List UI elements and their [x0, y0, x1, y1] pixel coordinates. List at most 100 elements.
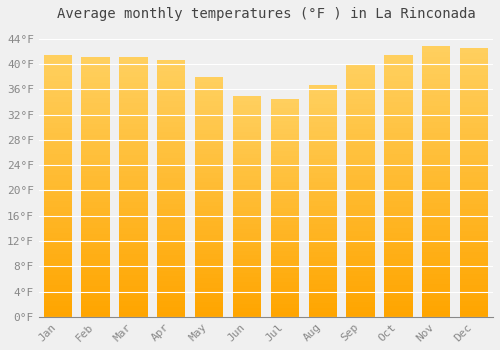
- Bar: [44, 233, 72, 238]
- Bar: [270, 290, 299, 295]
- Bar: [195, 293, 224, 298]
- Bar: [119, 233, 148, 239]
- Bar: [195, 125, 224, 130]
- Bar: [308, 233, 337, 238]
- Bar: [82, 208, 110, 213]
- Bar: [460, 53, 488, 58]
- Bar: [422, 100, 450, 106]
- Bar: [82, 312, 110, 317]
- Bar: [308, 155, 337, 159]
- Bar: [384, 191, 412, 196]
- Bar: [384, 149, 412, 154]
- Bar: [82, 270, 110, 275]
- Bar: [44, 91, 72, 97]
- Bar: [460, 128, 488, 134]
- Bar: [422, 236, 450, 241]
- Bar: [82, 67, 110, 72]
- Bar: [44, 285, 72, 290]
- Bar: [119, 301, 148, 306]
- Bar: [157, 81, 186, 86]
- Bar: [384, 238, 412, 243]
- Bar: [270, 160, 299, 164]
- Bar: [233, 176, 261, 180]
- Bar: [82, 135, 110, 140]
- Bar: [346, 109, 375, 114]
- Bar: [82, 280, 110, 286]
- Bar: [384, 243, 412, 248]
- Bar: [308, 136, 337, 141]
- Bar: [233, 224, 261, 229]
- Bar: [119, 171, 148, 176]
- Bar: [233, 229, 261, 233]
- Bar: [82, 254, 110, 260]
- Bar: [157, 173, 186, 178]
- Bar: [308, 127, 337, 131]
- Bar: [346, 89, 375, 94]
- Bar: [460, 102, 488, 107]
- Bar: [460, 220, 488, 225]
- Bar: [460, 231, 488, 236]
- Bar: [270, 195, 299, 199]
- Bar: [44, 296, 72, 301]
- Bar: [44, 207, 72, 212]
- Bar: [195, 101, 224, 106]
- Bar: [384, 144, 412, 149]
- Bar: [44, 280, 72, 285]
- Bar: [460, 285, 488, 290]
- Bar: [233, 211, 261, 215]
- Bar: [157, 224, 186, 230]
- Bar: [308, 298, 337, 303]
- Bar: [157, 61, 186, 65]
- Bar: [270, 173, 299, 177]
- Bar: [422, 122, 450, 128]
- Bar: [157, 250, 186, 255]
- Bar: [195, 177, 224, 182]
- Bar: [308, 94, 337, 99]
- Bar: [44, 202, 72, 207]
- Bar: [119, 108, 148, 114]
- Bar: [157, 76, 186, 81]
- Bar: [233, 123, 261, 127]
- Bar: [119, 119, 148, 124]
- Bar: [384, 55, 412, 60]
- Bar: [460, 241, 488, 247]
- Bar: [195, 274, 224, 278]
- Bar: [157, 148, 186, 153]
- Bar: [157, 71, 186, 76]
- Bar: [157, 296, 186, 301]
- Bar: [157, 86, 186, 91]
- Bar: [82, 249, 110, 254]
- Bar: [157, 281, 186, 286]
- Bar: [233, 118, 261, 123]
- Bar: [82, 244, 110, 249]
- Bar: [422, 219, 450, 225]
- Bar: [308, 159, 337, 164]
- Bar: [384, 175, 412, 181]
- Bar: [233, 96, 261, 101]
- Bar: [119, 114, 148, 119]
- Bar: [460, 150, 488, 155]
- Bar: [460, 274, 488, 279]
- Bar: [82, 197, 110, 202]
- Bar: [44, 228, 72, 233]
- Bar: [119, 161, 148, 166]
- Bar: [384, 312, 412, 317]
- Bar: [233, 255, 261, 259]
- Bar: [157, 168, 186, 173]
- Bar: [82, 161, 110, 166]
- Bar: [460, 295, 488, 301]
- Bar: [460, 252, 488, 258]
- Bar: [82, 140, 110, 145]
- Bar: [233, 286, 261, 290]
- Bar: [346, 195, 375, 200]
- Bar: [119, 312, 148, 317]
- Bar: [270, 147, 299, 151]
- Bar: [384, 170, 412, 175]
- Bar: [422, 171, 450, 176]
- Bar: [384, 181, 412, 186]
- Bar: [157, 178, 186, 183]
- Bar: [422, 241, 450, 246]
- Bar: [233, 295, 261, 299]
- Bar: [460, 69, 488, 75]
- Bar: [82, 98, 110, 104]
